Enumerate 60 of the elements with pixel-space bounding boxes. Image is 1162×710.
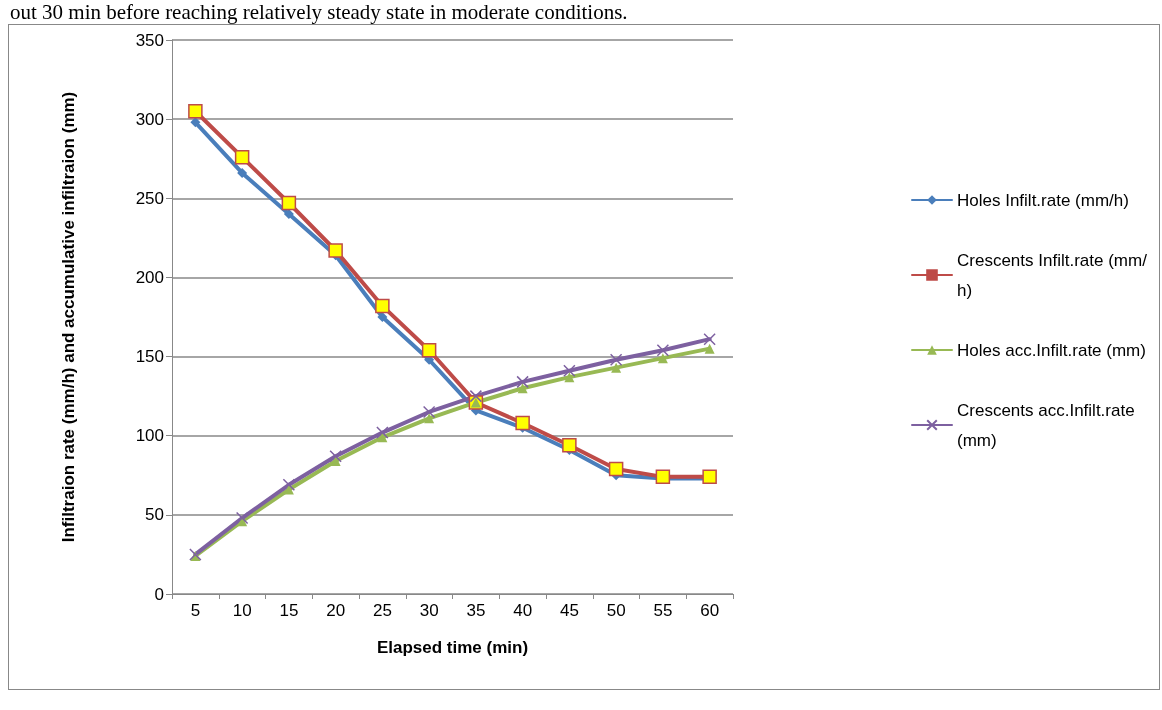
y-tick-label: 100	[135, 426, 164, 446]
point	[515, 415, 530, 431]
point	[702, 469, 717, 485]
x-tick-label: 25	[372, 601, 392, 620]
text: out 30 min before reaching relatively steady state in moderate conditions.	[10, 0, 628, 25]
point	[611, 362, 622, 373]
point	[376, 426, 389, 439]
point	[609, 353, 623, 366]
point	[328, 243, 343, 258]
y-tick-label: 200	[135, 267, 164, 287]
point	[656, 343, 670, 357]
legend-label: Crescents Infilt.rate (mm/h)	[957, 250, 1148, 300]
x-tick-label: 40	[513, 601, 533, 620]
x-tick-label: 15	[279, 601, 299, 620]
x-tick-label: 10	[232, 601, 252, 620]
x-tick-label: 55	[653, 601, 673, 620]
x-axis-title: Elapsed time (min)	[376, 638, 529, 657]
point	[563, 364, 576, 378]
point	[703, 332, 716, 346]
x-tick-label: 30	[419, 601, 439, 620]
point	[655, 469, 671, 485]
point	[188, 103, 203, 119]
point	[375, 298, 390, 314]
y-tick-label: 250	[135, 188, 164, 208]
point	[283, 209, 294, 220]
x-tick-label: 45	[559, 601, 579, 620]
legend-label: Holes acc.Infilt.rate (mm)	[957, 340, 1146, 360]
point	[421, 342, 437, 358]
point	[377, 312, 388, 322]
point	[516, 375, 529, 389]
point	[330, 456, 341, 467]
point	[329, 450, 342, 463]
y-tick-label: 300	[135, 109, 164, 129]
x-tick-label: 60	[700, 601, 720, 620]
point	[234, 149, 250, 165]
point	[190, 117, 201, 128]
point	[562, 437, 577, 453]
point	[564, 372, 575, 383]
point	[237, 167, 248, 178]
point	[422, 405, 436, 419]
x-tick-label: 35	[466, 601, 486, 620]
y-tick-label: 0	[154, 584, 164, 604]
point	[517, 383, 528, 394]
legend-label: Holes Infilt.rate (mm/h)	[957, 190, 1129, 210]
point	[235, 511, 249, 525]
point	[657, 353, 668, 364]
point	[282, 478, 296, 492]
x-tick-label: 20	[326, 601, 346, 620]
legend-label: Crescents acc.Infilt.rate (mm)	[957, 400, 1140, 450]
x-tick-label: 50	[606, 601, 626, 620]
y-tick-label: 150	[135, 347, 164, 367]
point	[608, 461, 624, 477]
point	[469, 389, 483, 403]
y-axis-title: Infiltraion rate (mm/h) and accumulative infiltraion (mm)	[58, 91, 78, 543]
point	[424, 413, 435, 424]
point	[704, 343, 715, 354]
y-tick-label: 50	[145, 505, 164, 525]
y-tick-label: 350	[135, 30, 164, 50]
x-tick-label: 5	[190, 601, 201, 620]
point	[281, 195, 297, 211]
